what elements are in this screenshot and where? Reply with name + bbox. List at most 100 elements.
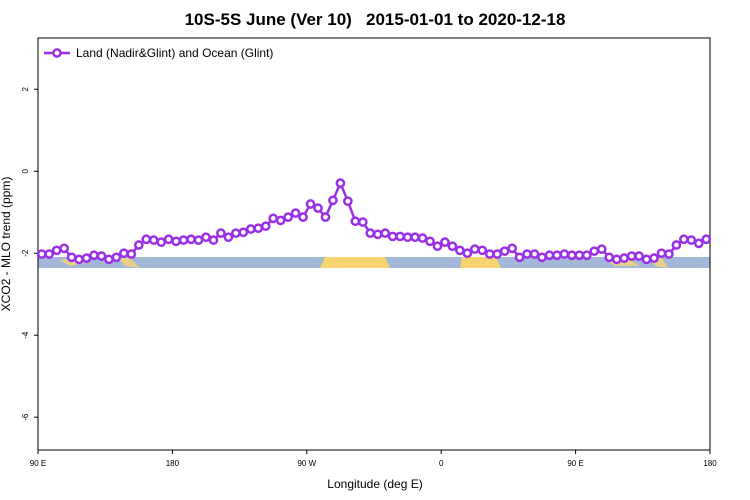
point bbox=[74, 254, 84, 265]
chart-title: 10S-5S June (Ver 10) 2015-01-01 to 2020-… bbox=[185, 10, 566, 29]
point bbox=[163, 234, 174, 245]
point bbox=[201, 232, 211, 243]
point bbox=[596, 244, 607, 254]
point bbox=[59, 243, 69, 254]
point bbox=[522, 249, 532, 259]
point bbox=[529, 249, 540, 259]
point bbox=[626, 251, 637, 261]
point bbox=[290, 208, 301, 218]
point bbox=[395, 231, 405, 242]
y-tick-label: 0 bbox=[21, 168, 30, 173]
point bbox=[133, 240, 144, 250]
point bbox=[499, 246, 510, 257]
land-strip bbox=[460, 257, 501, 268]
y-tick-label: 2 bbox=[21, 86, 30, 91]
y-axis-label: XCO2 - MLO trend (ppm) bbox=[0, 177, 13, 312]
point bbox=[223, 232, 234, 243]
point bbox=[679, 234, 689, 245]
point bbox=[126, 249, 137, 259]
point bbox=[507, 243, 517, 254]
point bbox=[320, 212, 331, 222]
point bbox=[574, 250, 585, 261]
point bbox=[372, 229, 383, 240]
point bbox=[387, 231, 398, 242]
point bbox=[484, 249, 495, 259]
point bbox=[178, 235, 189, 245]
point bbox=[365, 228, 376, 238]
x-tick-label: 90 E bbox=[567, 459, 583, 468]
point bbox=[268, 213, 279, 224]
y-tick-label: -6 bbox=[21, 413, 30, 421]
point bbox=[440, 237, 450, 248]
point bbox=[89, 250, 99, 261]
point bbox=[96, 251, 107, 261]
point bbox=[693, 238, 704, 249]
point bbox=[193, 235, 204, 245]
point bbox=[410, 232, 420, 243]
point bbox=[148, 235, 159, 245]
point bbox=[208, 235, 219, 245]
point bbox=[357, 217, 368, 227]
point bbox=[231, 228, 241, 238]
point bbox=[402, 232, 413, 243]
plot-frame bbox=[37, 37, 711, 451]
point bbox=[216, 228, 226, 238]
point bbox=[537, 252, 547, 263]
point bbox=[455, 245, 465, 256]
x-axis-label: Longitude (deg E) bbox=[327, 477, 422, 491]
point bbox=[477, 245, 488, 256]
point bbox=[343, 196, 353, 207]
point bbox=[462, 248, 473, 259]
point bbox=[81, 253, 92, 263]
point bbox=[245, 224, 256, 234]
point bbox=[559, 249, 570, 259]
point bbox=[604, 252, 615, 263]
point bbox=[283, 212, 293, 222]
x-tick-label: 0 bbox=[439, 459, 444, 468]
point bbox=[567, 250, 577, 261]
point bbox=[656, 248, 667, 259]
point bbox=[492, 249, 503, 259]
point bbox=[305, 199, 316, 209]
point bbox=[671, 240, 682, 250]
point bbox=[611, 254, 622, 265]
point bbox=[350, 216, 361, 227]
point bbox=[51, 245, 62, 256]
point bbox=[619, 253, 629, 263]
point bbox=[447, 241, 458, 252]
point bbox=[260, 221, 271, 232]
legend-marker bbox=[52, 48, 62, 58]
legend-label: Land (Nadir&Glint) and Ocean (Glint) bbox=[76, 46, 273, 60]
point bbox=[425, 236, 435, 247]
point bbox=[701, 234, 712, 245]
point bbox=[581, 250, 592, 261]
point bbox=[171, 236, 181, 247]
point bbox=[544, 250, 555, 261]
point bbox=[664, 249, 674, 259]
point bbox=[141, 234, 152, 245]
y-tick-label: -2 bbox=[21, 249, 30, 257]
point bbox=[104, 254, 114, 265]
point bbox=[253, 223, 264, 234]
point bbox=[66, 252, 77, 263]
point bbox=[634, 251, 644, 261]
point bbox=[111, 252, 122, 263]
land-strip bbox=[118, 258, 140, 268]
point bbox=[641, 254, 652, 265]
point bbox=[649, 253, 659, 263]
point bbox=[514, 252, 525, 263]
point bbox=[44, 249, 55, 259]
point bbox=[686, 235, 697, 245]
point bbox=[119, 248, 129, 259]
point bbox=[313, 203, 323, 213]
x-tick-label: 90 E bbox=[30, 459, 46, 468]
point bbox=[156, 237, 167, 248]
x-tick-label: 180 bbox=[703, 459, 717, 468]
x-tick-label: 180 bbox=[166, 459, 180, 468]
point bbox=[469, 244, 480, 254]
point bbox=[36, 249, 47, 259]
x-tick-label: 90 W bbox=[297, 459, 316, 468]
point bbox=[380, 228, 391, 238]
point bbox=[238, 227, 249, 238]
